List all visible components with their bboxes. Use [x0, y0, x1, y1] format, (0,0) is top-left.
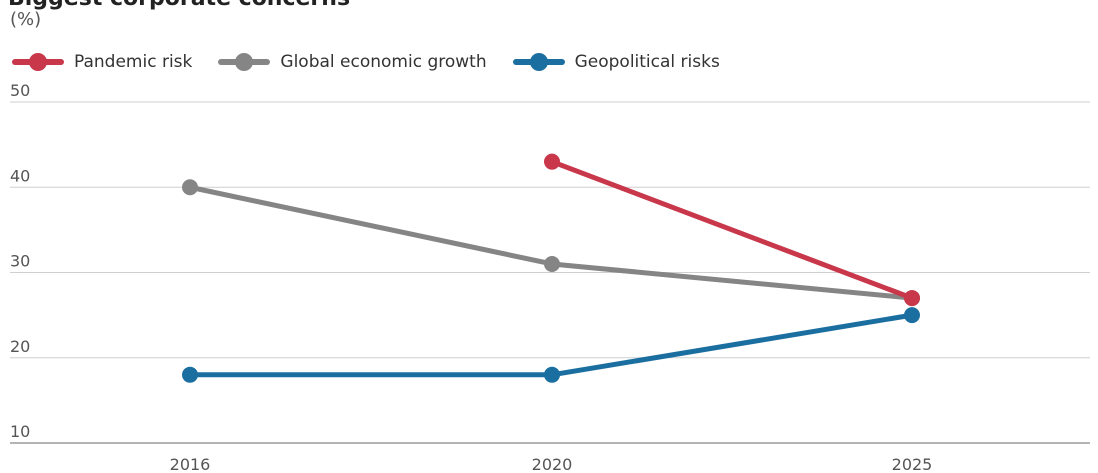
legend-swatch-global-economic-growth — [218, 53, 271, 71]
legend-item-global-economic-growth: Global economic growth — [218, 52, 487, 72]
legend-swatch-geopolitical-risks — [512, 53, 565, 71]
data-point-geopolitical-risks-2020 — [544, 366, 560, 383]
series-line-geopolitical-risks — [187, 312, 915, 378]
series-line-pandemic-risk — [549, 159, 915, 301]
legend-item-pandemic-risk: Pandemic risk — [12, 52, 192, 72]
data-point-geopolitical-risks-2025 — [904, 307, 920, 324]
chart-title: Biggest corporate concerns — [8, 0, 350, 11]
data-point-geopolitical-risks-2016 — [182, 366, 198, 383]
y-tick-label-40: 40 — [10, 166, 30, 185]
x-tick-label-2020: 2020 — [532, 455, 573, 473]
legend-label-pandemic-risk: Pandemic risk — [74, 52, 193, 72]
data-point-pandemic-risk-2025 — [904, 290, 920, 307]
legend-label-geopolitical-risks: Geopolitical risks — [574, 52, 720, 72]
data-point-pandemic-risk-2020 — [544, 153, 560, 170]
y-tick-label-10: 10 — [10, 422, 30, 441]
x-tick-label-2016: 2016 — [170, 455, 211, 473]
y-tick-label-50: 50 — [10, 81, 30, 100]
y-tick-label-20: 20 — [10, 337, 30, 356]
x-tick-label-2025: 2025 — [892, 455, 933, 473]
data-point-global-economic-growth-2020 — [544, 255, 560, 272]
legend-item-geopolitical-risks: Geopolitical risks — [512, 52, 720, 72]
legend: Pandemic risk Global economic growth Geo… — [12, 52, 746, 72]
legend-label-global-economic-growth: Global economic growth — [280, 52, 487, 72]
data-point-global-economic-growth-2016 — [182, 179, 198, 196]
legend-swatch-pandemic-risk — [12, 53, 64, 71]
series-line-global-economic-growth — [187, 184, 915, 301]
y-tick-label-30: 30 — [10, 252, 30, 271]
unit-label: (%) — [10, 9, 42, 30]
